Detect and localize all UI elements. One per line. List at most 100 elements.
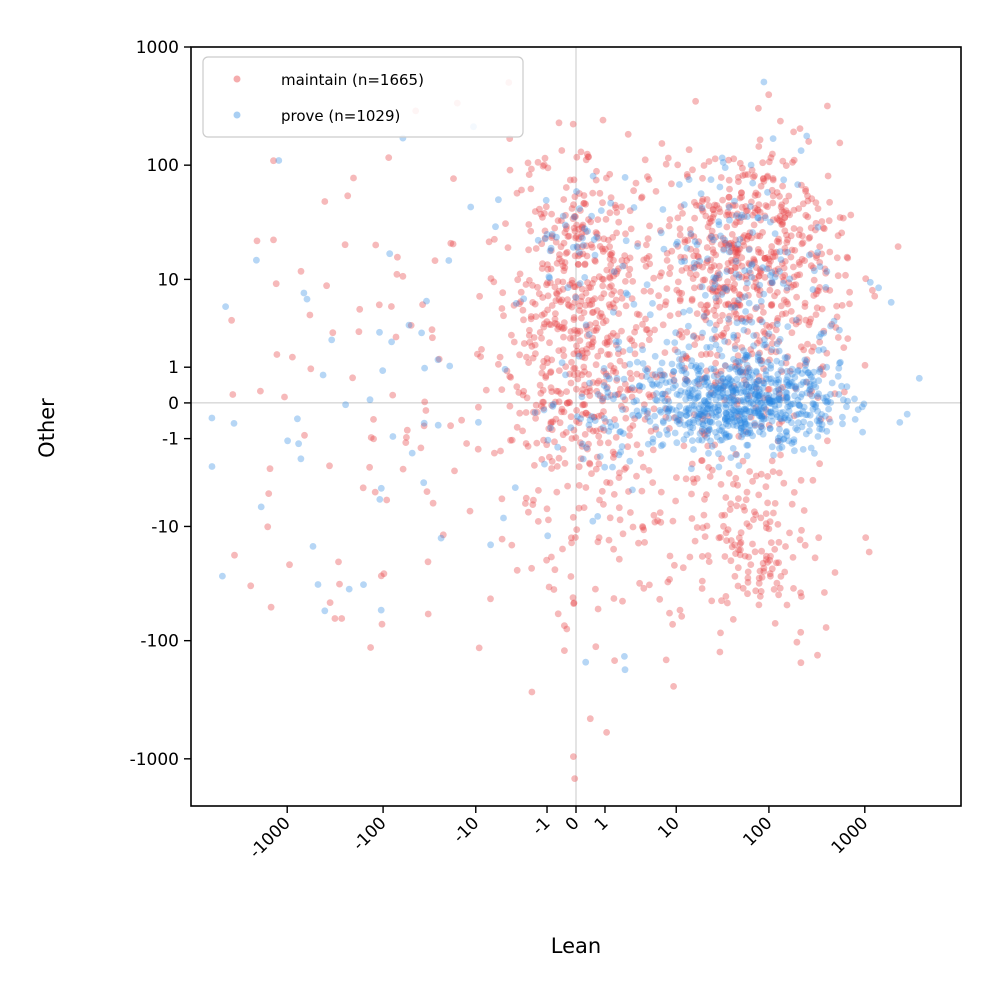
scatter-point [735,546,742,554]
scatter-point [738,411,745,418]
scatter-point [502,220,509,228]
scatter-point [797,589,804,597]
scatter-point [817,415,825,423]
scatter-point [386,250,394,258]
scatter-point [837,358,844,366]
scatter-point [602,418,609,425]
scatter-point [536,381,544,389]
scatter-point [608,282,615,289]
scatter-point [652,426,660,433]
scatter-point [707,266,714,274]
scatter-point [622,414,630,422]
scatter-point [717,382,725,389]
scatter-point [686,410,693,417]
scatter-point [707,232,715,240]
scatter-point [541,227,549,235]
scatter-point [763,343,771,351]
scatter-point [682,395,690,403]
scatter-point [707,215,714,223]
scatter-point [583,332,591,340]
scatter-point [703,367,711,375]
scatter-point [697,190,705,198]
scatter-point [783,394,791,402]
scatter-point [774,370,782,378]
scatter-point [656,509,664,516]
scatter-point [742,351,750,359]
scatter-point [712,294,720,302]
scatter-point [399,465,407,473]
scatter-point [775,376,783,384]
scatter-point [819,394,827,402]
scatter-point [540,161,548,169]
scatter-point [631,386,638,394]
scatter-point [707,176,715,184]
scatter-point [639,346,646,354]
scatter-point [562,429,570,436]
scatter-point [657,229,665,237]
scatter-point [811,449,818,457]
scatter-point [559,545,566,553]
scatter-point [747,413,755,421]
scatter-point [666,609,673,617]
scatter-point [541,460,548,468]
scatter-point [812,199,820,207]
scatter-point [575,482,583,489]
scatter-point [560,196,568,203]
scatter-point [695,262,703,269]
scatter-point [730,382,738,390]
scatter-point [742,207,750,215]
scatter-point [748,273,755,281]
scatter-point [270,236,277,244]
scatter-point [741,171,749,179]
scatter-point [603,174,610,182]
scatter-point [421,364,428,372]
scatter-point [556,251,563,259]
scatter-point [539,386,547,394]
scatter-point [618,402,625,410]
scatter-point [657,408,665,416]
scatter-point [559,262,567,270]
scatter-point [738,424,745,432]
scatter-point [753,384,760,391]
scatter-point [613,209,621,216]
scatter-point [543,281,550,289]
scatter-point [734,407,741,415]
scatter-point [804,192,811,200]
scatter-point [839,413,846,421]
scatter-point [730,356,737,363]
scatter-point [725,156,732,164]
scatter-point [535,487,542,494]
scatter-point [731,411,738,419]
scatter-point [591,251,599,259]
scatter-point [623,257,631,264]
scatter-point [816,366,824,373]
scatter-point [826,198,833,206]
scatter-point [733,400,741,408]
scatter-point [774,314,782,322]
scatter-point [688,295,696,303]
scatter-point [539,294,547,301]
scatter-point [544,265,552,273]
scatter-point [622,237,630,245]
scatter-point [518,186,525,194]
scatter-point [554,443,562,451]
scatter-point [572,234,579,242]
scatter-point [715,411,723,419]
scatter-point [745,408,753,415]
scatter-point [660,245,668,253]
scatter-point [730,155,738,163]
scatter-point [532,414,539,422]
scatter-point [725,408,733,416]
scatter-point [725,248,733,256]
scatter-point [639,320,646,328]
scatter-point [744,441,752,449]
scatter-point [560,319,568,326]
scatter-point [747,429,754,437]
scatter-point [790,436,798,443]
scatter-point [491,235,498,243]
scatter-point [517,288,525,296]
scatter-point [744,590,751,598]
scatter-point [706,391,714,398]
scatter-point [804,197,812,205]
